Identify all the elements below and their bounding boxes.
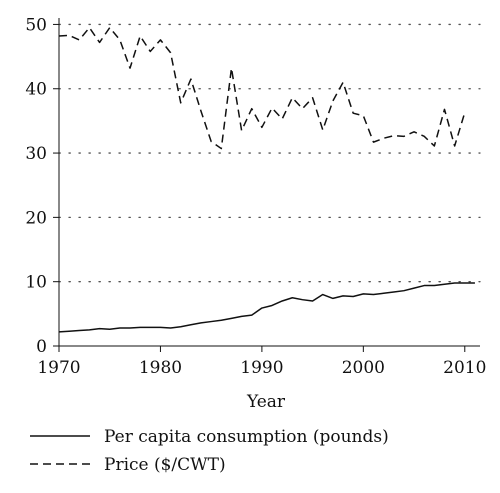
x-tick-label: 2000 [342,358,385,378]
x-tick-label: 1980 [139,358,182,378]
y-tick-label: 20 [25,208,47,228]
consumption-series-line [58,282,475,333]
y-tick-label: 10 [25,273,47,293]
ticks: 0 10 20 30 40 50 1970 1980 1990 2000 2010 [25,15,486,378]
plot-area [58,26,475,333]
y-tick-label: 40 [25,80,47,100]
y-tick-label: 30 [25,144,47,164]
gridlines [58,23,481,283]
price-series-line [58,26,466,150]
legend: Per capita consumption (pounds) Price ($/… [30,427,389,475]
x-tick-label: 2010 [443,358,486,378]
legend-label: Per capita consumption (pounds) [104,427,389,447]
x-tick-label: 1970 [37,358,80,378]
legend-label: Price ($/CWT) [104,455,226,475]
axes [58,18,480,347]
x-tick-label: 1990 [240,358,283,378]
x-axis-title: Year [246,392,286,412]
y-tick-label: 50 [25,15,47,35]
y-tick-label: 0 [36,337,47,357]
